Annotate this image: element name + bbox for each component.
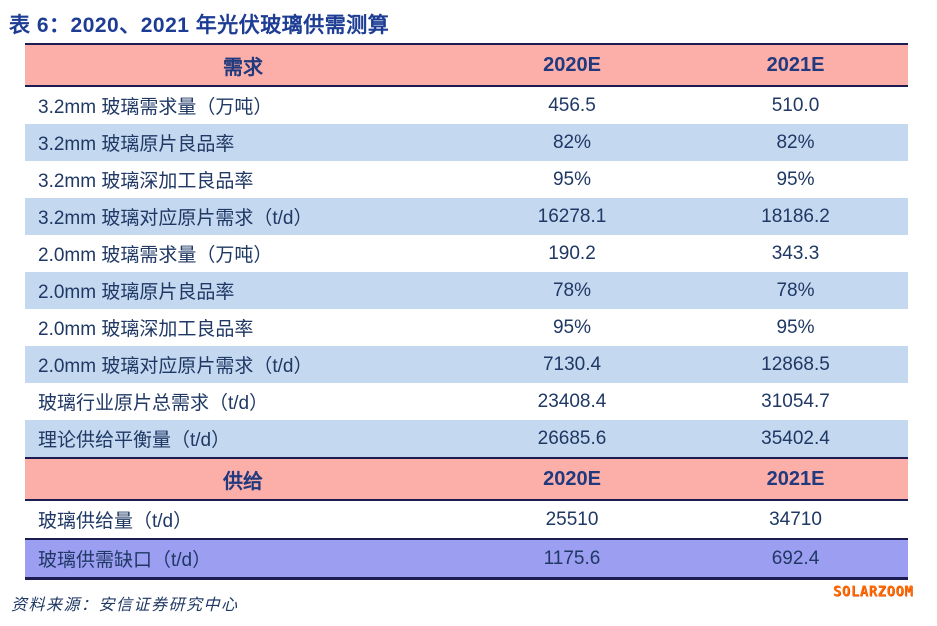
value-2020: 1175.6 bbox=[543, 547, 601, 569]
supply-section-header: 供给 2020E 2021E bbox=[25, 457, 908, 501]
value-2020: 190.2 bbox=[548, 242, 596, 264]
table-row: 3.2mm 玻璃深加工良品率 95% 95% bbox=[25, 161, 908, 198]
row-label: 3.2mm 玻璃对应原片需求（t/d） bbox=[38, 208, 313, 229]
value-2021: 692.4 bbox=[771, 547, 820, 569]
row-label: 3.2mm 玻璃需求量（万吨） bbox=[38, 97, 273, 118]
supply-header-label: 供给 bbox=[223, 470, 263, 493]
table-row: 2.0mm 玻璃对应原片需求（t/d） 7130.4 12868.5 bbox=[25, 346, 908, 383]
row-label: 2.0mm 玻璃深加工良品率 bbox=[38, 319, 254, 340]
value-2021: 510.0 bbox=[771, 94, 820, 116]
table-row: 2.0mm 玻璃原片良品率 78% 78% bbox=[25, 272, 908, 309]
row-label: 2.0mm 玻璃原片良品率 bbox=[38, 282, 235, 303]
col-header-2021: 2021E bbox=[766, 53, 825, 76]
value-2020: 95% bbox=[552, 168, 592, 190]
value-2021: 12868.5 bbox=[761, 353, 830, 375]
row-label: 理论供给平衡量（t/d） bbox=[38, 430, 231, 451]
value-2020: 23408.4 bbox=[537, 390, 607, 412]
value-2020: 82% bbox=[552, 131, 592, 153]
row-label: 2.0mm 玻璃需求量（万吨） bbox=[38, 245, 273, 266]
solarzoom-watermark: SOLARZOOM bbox=[833, 584, 914, 600]
value-2021: 18186.2 bbox=[761, 205, 830, 227]
table-row: 2.0mm 玻璃深加工良品率 95% 95% bbox=[25, 309, 908, 346]
table-row: 3.2mm 玻璃需求量（万吨） 456.5 510.0 bbox=[25, 87, 908, 124]
supply-demand-table: 需求 2020E 2021E 3.2mm 玻璃需求量（万吨） 456.5 510… bbox=[25, 43, 908, 580]
table-row: 玻璃供给量（t/d） 25510 34710 bbox=[25, 501, 908, 538]
value-2021: 82% bbox=[776, 131, 815, 153]
value-2020: 456.5 bbox=[548, 94, 596, 116]
table-row: 2.0mm 玻璃需求量（万吨） 190.2 343.3 bbox=[25, 235, 908, 272]
row-label: 3.2mm 玻璃原片良品率 bbox=[38, 134, 235, 155]
table-row-supply-gap: 玻璃供需缺口（t/d） 1175.6 692.4 bbox=[25, 538, 908, 577]
table-row: 3.2mm 玻璃原片良品率 82% 82% bbox=[25, 124, 908, 161]
row-label: 玻璃行业原片总需求（t/d） bbox=[38, 393, 269, 414]
col-header-2021: 2021E bbox=[766, 467, 825, 490]
row-label: 3.2mm 玻璃深加工良品率 bbox=[38, 171, 254, 192]
demand-section-header: 需求 2020E 2021E bbox=[25, 45, 908, 87]
value-2021: 95% bbox=[776, 316, 815, 338]
table-row: 理论供给平衡量（t/d） 26685.6 35402.4 bbox=[25, 420, 908, 457]
table-row: 玻璃行业原片总需求（t/d） 23408.4 31054.7 bbox=[25, 383, 908, 420]
value-2020: 78% bbox=[552, 279, 592, 301]
col-header-2020: 2020E bbox=[543, 53, 601, 76]
source-note: 资料来源：安信证券研究中心 bbox=[11, 597, 239, 614]
page-title: 表 6：2020、2021 年光伏玻璃供需测算 bbox=[9, 14, 390, 37]
value-2021: 343.3 bbox=[771, 242, 820, 264]
col-header-2020: 2020E bbox=[543, 467, 601, 490]
value-2021: 34710 bbox=[769, 508, 822, 530]
demand-header-label: 需求 bbox=[223, 56, 263, 79]
value-2020: 95% bbox=[552, 316, 592, 338]
row-label: 玻璃供给量（t/d） bbox=[38, 511, 193, 532]
value-2021: 95% bbox=[776, 168, 815, 190]
row-label: 2.0mm 玻璃对应原片需求（t/d） bbox=[38, 356, 313, 377]
value-2020: 16278.1 bbox=[537, 205, 607, 227]
row-label: 玻璃供需缺口（t/d） bbox=[38, 550, 212, 571]
value-2021: 35402.4 bbox=[761, 427, 830, 449]
value-2020: 7130.4 bbox=[542, 353, 602, 375]
value-2020: 26685.6 bbox=[537, 427, 607, 449]
value-2021: 31054.7 bbox=[761, 390, 830, 412]
value-2021: 78% bbox=[776, 279, 815, 301]
table-row: 3.2mm 玻璃对应原片需求（t/d） 16278.1 18186.2 bbox=[25, 198, 908, 235]
value-2020: 25510 bbox=[545, 508, 599, 530]
